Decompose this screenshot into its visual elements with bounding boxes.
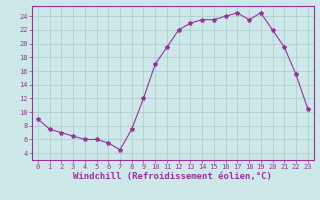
X-axis label: Windchill (Refroidissement éolien,°C): Windchill (Refroidissement éolien,°C) xyxy=(73,172,272,181)
